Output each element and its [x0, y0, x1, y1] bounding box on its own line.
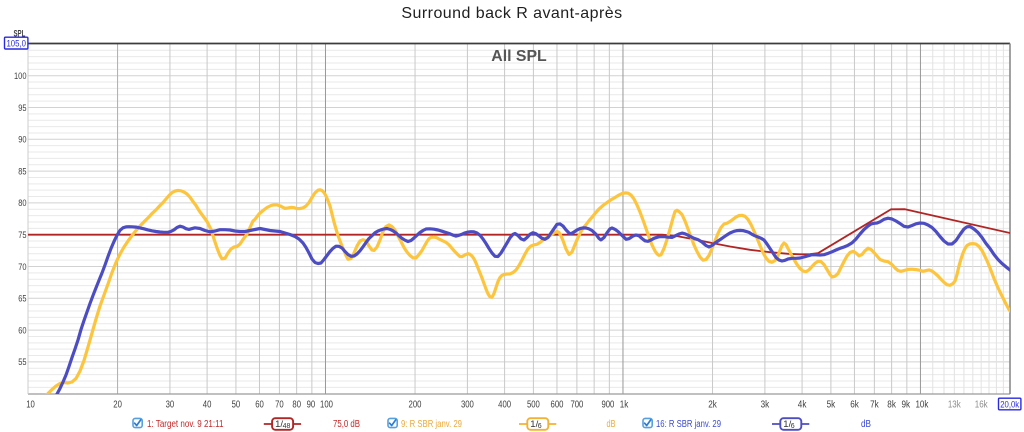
svg-text:16: R SBR janv. 29: 16: R SBR janv. 29	[656, 419, 721, 430]
svg-text:75,0 dB: 75,0 dB	[333, 419, 360, 430]
svg-text:1k: 1k	[620, 400, 629, 411]
svg-text:1/: 1/	[275, 419, 283, 430]
svg-text:All SPL: All SPL	[491, 48, 547, 65]
svg-text:600: 600	[551, 400, 564, 411]
svg-text:55: 55	[18, 357, 26, 368]
svg-text:900: 900	[601, 400, 614, 411]
svg-text:30: 30	[166, 400, 175, 411]
svg-text:SPL: SPL	[14, 29, 26, 39]
svg-text:50: 50	[232, 400, 241, 411]
svg-text:70: 70	[18, 262, 26, 273]
svg-text:400: 400	[498, 400, 511, 411]
svg-text:85: 85	[18, 166, 26, 177]
svg-text:300: 300	[461, 400, 474, 411]
svg-text:1/: 1/	[783, 419, 791, 430]
svg-text:13k: 13k	[948, 400, 962, 411]
svg-text:60: 60	[18, 325, 26, 336]
svg-text:8k: 8k	[887, 400, 896, 411]
svg-text:65: 65	[18, 294, 26, 305]
svg-text:20: 20	[113, 400, 122, 411]
svg-text:dB: dB	[861, 419, 871, 430]
svg-text:6k: 6k	[850, 400, 859, 411]
svg-text:3k: 3k	[761, 400, 770, 411]
svg-text:90: 90	[307, 400, 316, 411]
svg-text:90: 90	[18, 135, 26, 146]
svg-text:10k: 10k	[915, 400, 929, 411]
svg-text:75: 75	[18, 230, 26, 241]
svg-text:20,0k: 20,0k	[1000, 400, 1019, 411]
svg-text:2k: 2k	[708, 400, 717, 411]
svg-text:100: 100	[320, 400, 333, 411]
svg-text:80: 80	[18, 198, 26, 209]
svg-text:dB: dB	[607, 419, 616, 430]
svg-text:700: 700	[570, 400, 583, 411]
svg-text:48: 48	[283, 423, 291, 430]
svg-text:95: 95	[18, 103, 26, 114]
svg-text:9k: 9k	[902, 400, 911, 411]
svg-text:6: 6	[538, 423, 542, 430]
svg-text:1/: 1/	[530, 419, 538, 430]
svg-text:200: 200	[409, 400, 422, 411]
svg-text:5k: 5k	[827, 400, 836, 411]
svg-text:80: 80	[292, 400, 301, 411]
svg-text:6: 6	[791, 423, 795, 430]
svg-text:70: 70	[275, 400, 284, 411]
svg-text:40: 40	[203, 400, 212, 411]
svg-text:60: 60	[255, 400, 264, 411]
svg-text:9: R SBR janv. 29: 9: R SBR janv. 29	[401, 419, 462, 430]
svg-text:10: 10	[26, 400, 35, 411]
svg-text:500: 500	[527, 400, 540, 411]
svg-text:16k: 16k	[975, 400, 989, 411]
svg-text:7k: 7k	[870, 400, 879, 411]
svg-text:100: 100	[14, 71, 27, 82]
svg-text:4k: 4k	[798, 400, 807, 411]
svg-text:105,0: 105,0	[6, 39, 26, 50]
svg-text:1: Target nov. 9 21:11: 1: Target nov. 9 21:11	[147, 419, 224, 430]
